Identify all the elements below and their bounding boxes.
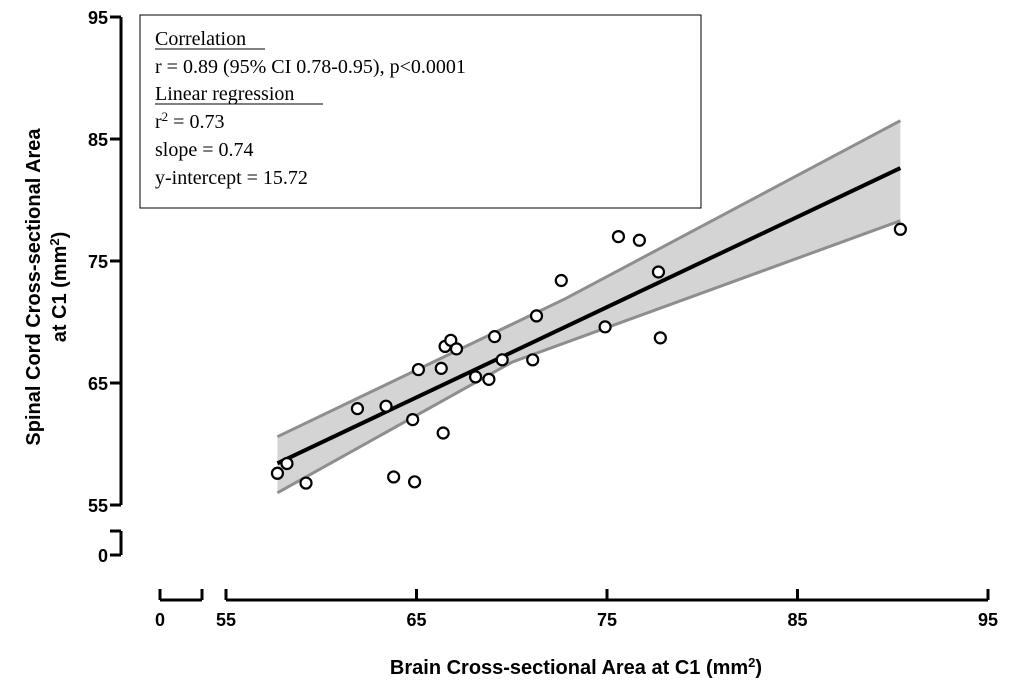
data-point-22	[598, 320, 612, 334]
data-point-24	[632, 233, 646, 247]
data-point-27	[893, 222, 907, 236]
x-axis-title-sup: 2	[748, 655, 755, 670]
y-tick-label-95: 95	[88, 8, 108, 28]
y-tick-label-85: 85	[88, 130, 108, 150]
data-point-25	[651, 265, 666, 279]
x-tick-label-85: 85	[787, 610, 807, 630]
correlation-title: Correlation	[155, 28, 246, 50]
x-tick-label-65: 65	[406, 610, 426, 630]
data-point-8	[407, 475, 422, 489]
data-point-7	[406, 413, 420, 427]
regression-title: Linear regression	[155, 83, 294, 105]
data-point-26	[653, 331, 667, 345]
data-points-group	[270, 222, 907, 490]
y-axis-title-sup: 2	[47, 238, 62, 245]
y-ticks-group: 55 65 75 85 95	[88, 8, 121, 516]
data-point-9	[411, 362, 426, 377]
x-axis-title-end: )	[755, 657, 762, 679]
x-tick-label-55: 55	[216, 610, 236, 630]
correlation-text: r = 0.89 (95% CI 0.78-0.95), p<0.0001	[155, 56, 466, 78]
data-point-3	[299, 476, 313, 490]
y-axis-title-line2-text: at C1 (mm	[49, 246, 71, 343]
data-point-11	[436, 426, 450, 440]
r-squared-text: r2 = 0.73	[155, 109, 224, 134]
y-tick-label-55: 55	[88, 496, 108, 516]
data-point-23	[611, 230, 626, 244]
confidence-band-lower	[276, 219, 901, 495]
confidence-band-group	[276, 119, 902, 495]
data-point-14	[449, 342, 464, 356]
slope-text: slope = 0.74	[155, 139, 254, 161]
r-squared-prefix: r	[155, 111, 162, 133]
data-point-6	[387, 470, 401, 484]
data-point-17	[488, 330, 502, 344]
data-point-4	[350, 402, 365, 416]
y-axis-title-line2: at C1 (mm2)	[47, 232, 72, 343]
y-axis-title-end: )	[49, 232, 71, 239]
x-axis-title-text: Brain Cross-sectional Area at C1 (mm	[390, 657, 748, 679]
data-point-20	[529, 309, 544, 323]
y-axis-title-line1: Spinal Cord Cross-sectional Area	[23, 128, 45, 446]
y-tick-label-zero: 0	[98, 546, 108, 566]
annotation-frame	[139, 14, 702, 209]
x-tick-label-95: 95	[978, 610, 998, 630]
data-point-21	[554, 273, 568, 288]
data-point-16	[482, 372, 496, 386]
data-point-15	[468, 370, 483, 384]
intercept-text: y-intercept = 15.72	[155, 167, 308, 189]
confidence-band-area	[277, 120, 901, 493]
data-point-10	[434, 361, 448, 375]
x-tick-label-75: 75	[597, 610, 617, 630]
y-tick-label-65: 65	[88, 374, 108, 394]
confidence-band-upper	[276, 119, 902, 439]
r-squared-sup: 2	[162, 109, 169, 124]
regression-line	[276, 166, 902, 466]
x-tick-label-zero: 0	[155, 610, 165, 630]
regression-line-group	[276, 166, 902, 466]
data-point-18	[495, 353, 509, 367]
r-squared-value: = 0.73	[168, 111, 224, 133]
y-tick-label-75: 75	[88, 252, 108, 272]
stats-annotation-box: Correlation r = 0.89 (95% CI 0.78-0.95),…	[139, 14, 702, 209]
x-axis-title: Brain Cross-sectional Area at C1 (mm2)	[390, 655, 762, 680]
data-point-19	[526, 353, 540, 367]
x-ticks-group: 55 65 75 85 95	[216, 589, 998, 630]
data-point-2	[280, 456, 294, 471]
data-point-1	[270, 466, 285, 480]
data-point-5	[379, 399, 393, 413]
